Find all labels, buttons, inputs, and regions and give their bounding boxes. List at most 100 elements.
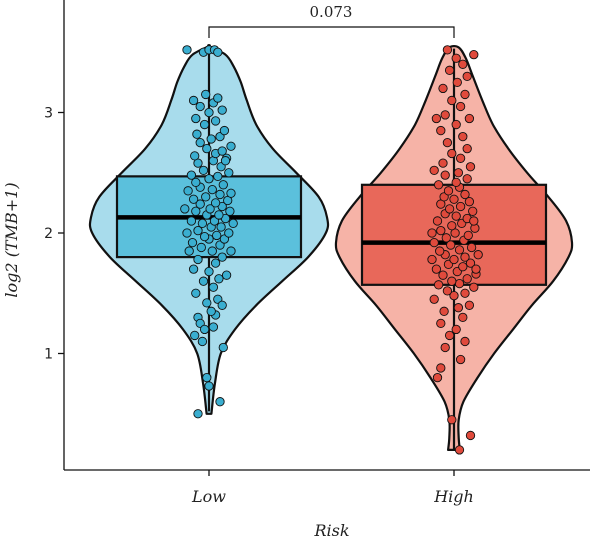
data-point-low <box>191 206 201 216</box>
data-point-high <box>460 89 470 100</box>
data-point-low <box>195 101 205 112</box>
x-tick-label-high: High <box>433 487 474 506</box>
data-point-low <box>205 204 215 214</box>
y-axis-label: log2 (TMB+1) <box>2 182 21 297</box>
data-point-low <box>198 276 209 286</box>
data-point-low <box>198 165 209 175</box>
data-point-high <box>436 225 446 236</box>
data-point-low <box>197 218 208 229</box>
data-point-low <box>190 330 200 341</box>
data-point-low <box>224 168 234 178</box>
data-point-high <box>436 318 446 329</box>
data-point-high <box>429 237 439 248</box>
data-point-low <box>225 206 235 216</box>
data-point-high <box>442 137 453 148</box>
data-point-high <box>438 270 448 280</box>
data-point-low <box>210 198 221 208</box>
data-point-high <box>427 228 437 238</box>
data-point-high <box>444 204 455 214</box>
data-point-low <box>220 156 231 166</box>
data-point-high <box>453 168 464 178</box>
data-point-high <box>469 282 479 292</box>
data-point-high <box>458 262 468 272</box>
data-point-high <box>455 153 466 163</box>
data-point-high <box>463 230 473 241</box>
data-point-low <box>214 210 224 220</box>
data-point-low <box>193 225 203 236</box>
data-point-high <box>440 170 450 180</box>
data-point-high <box>454 245 465 255</box>
data-point-high <box>442 286 453 296</box>
data-point-low <box>186 216 197 226</box>
data-point-low <box>193 254 203 265</box>
data-point-high <box>427 254 437 265</box>
x-tick-label-low: Low <box>191 487 226 506</box>
y-tick-label: 3 <box>44 106 53 122</box>
data-point-high <box>436 363 446 373</box>
data-point-low <box>210 258 221 268</box>
data-point-high <box>453 303 464 313</box>
data-point-low <box>208 282 219 292</box>
data-point-high <box>469 216 479 226</box>
data-point-low <box>204 266 214 277</box>
data-point-low <box>199 231 210 242</box>
data-point-low <box>193 409 203 419</box>
data-point-high <box>444 330 455 341</box>
data-point-high <box>438 158 448 168</box>
significance-bracket <box>208 26 455 38</box>
data-point-low <box>202 372 212 383</box>
data-point-high <box>451 119 461 130</box>
data-point-low <box>207 184 217 195</box>
data-point-low <box>182 45 192 55</box>
data-point-high <box>451 177 461 188</box>
data-point-high <box>436 125 446 136</box>
data-point-low <box>183 186 193 196</box>
data-point-low <box>213 47 223 57</box>
y-tick-label: 2 <box>44 226 53 242</box>
data-point-low <box>217 146 227 156</box>
data-point-high <box>447 148 457 159</box>
data-point-high <box>462 143 472 154</box>
data-point-high <box>442 45 453 55</box>
data-point-high <box>433 180 444 190</box>
data-point-low <box>219 125 230 136</box>
data-point-high <box>458 59 468 69</box>
data-point-high <box>451 211 461 221</box>
data-point-high <box>455 201 466 212</box>
data-point-low <box>188 264 199 274</box>
data-point-low <box>212 230 222 241</box>
data-point-low <box>217 300 227 310</box>
data-point-high <box>460 189 470 200</box>
data-point-high <box>465 430 476 441</box>
data-point-low <box>195 199 205 209</box>
data-point-high <box>447 95 457 106</box>
data-point-low <box>204 107 214 118</box>
data-point-high <box>454 278 465 289</box>
data-point-low <box>201 192 211 202</box>
data-point-low <box>190 151 200 161</box>
data-point-high <box>460 252 470 262</box>
data-point-low <box>199 324 210 335</box>
data-point-high <box>447 276 457 286</box>
data-point-high <box>468 206 478 216</box>
data-point-low <box>204 381 214 391</box>
data-point-high <box>469 50 479 60</box>
data-point-low <box>228 218 238 229</box>
data-point-low <box>188 95 199 106</box>
data-point-low <box>226 141 236 151</box>
data-point-low <box>199 119 210 130</box>
data-point-high <box>433 280 444 290</box>
data-point-high <box>435 246 445 256</box>
data-point-high <box>447 221 457 231</box>
data-point-high <box>449 254 459 265</box>
data-point-high <box>438 83 448 94</box>
data-point-low <box>208 322 219 332</box>
data-point-high <box>432 372 443 383</box>
data-point-high <box>452 77 462 88</box>
data-point-low <box>182 228 192 238</box>
data-point-high <box>451 324 461 335</box>
data-point-high <box>440 342 450 353</box>
data-point-high <box>455 354 466 365</box>
data-point-high <box>454 445 465 455</box>
